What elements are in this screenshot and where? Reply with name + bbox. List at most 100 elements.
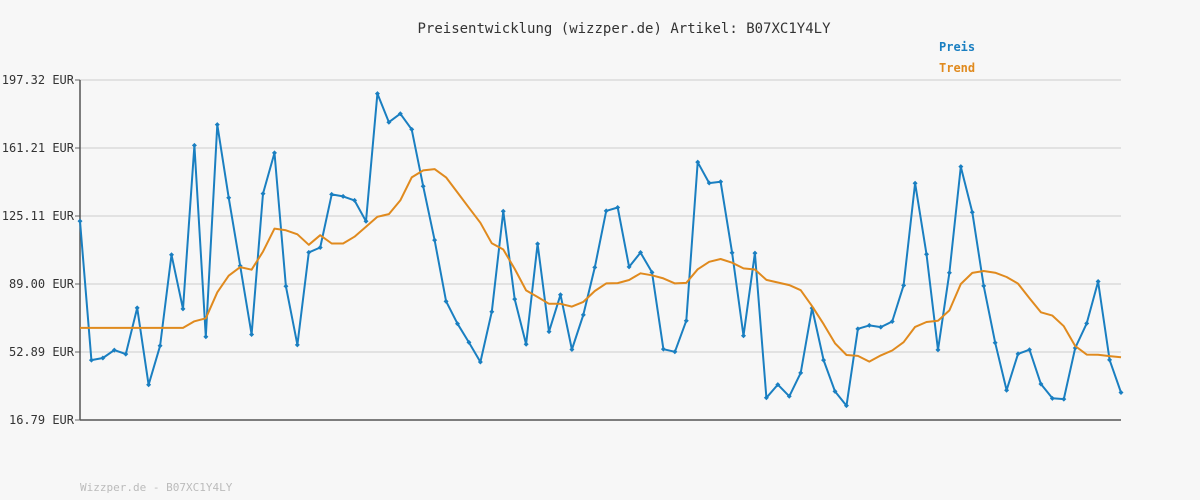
data-point — [832, 388, 838, 394]
y-tick-label: 197.32 EUR — [2, 73, 75, 87]
y-tick-label: 89.00 EUR — [9, 277, 75, 291]
series-line-preis — [79, 92, 1122, 407]
y-axis-ticks: 16.79 EUR 52.89 EUR 89.00 EUR 125.11 EUR 161… — [2, 73, 80, 427]
data-point — [535, 241, 541, 247]
data-point — [214, 122, 220, 128]
data-point — [249, 331, 255, 337]
data-point — [111, 347, 117, 353]
data-point — [1107, 357, 1113, 363]
data-point — [1084, 320, 1090, 326]
data-point — [821, 357, 827, 363]
data-point — [626, 264, 632, 270]
data-point — [615, 205, 621, 211]
data-point — [569, 347, 575, 353]
data-point — [878, 324, 884, 330]
data-point — [352, 197, 358, 203]
data-point — [924, 251, 930, 257]
data-point — [843, 403, 849, 409]
data-point — [557, 292, 563, 298]
data-point — [660, 346, 666, 352]
data-point — [134, 305, 140, 311]
data-point — [695, 159, 701, 165]
data-point — [432, 237, 438, 243]
data-point — [649, 269, 655, 275]
data-point — [752, 250, 758, 256]
chart-title: Preisentwicklung (wizzper.de) Artikel: B… — [417, 21, 831, 37]
data-point — [969, 209, 975, 215]
data-point — [203, 334, 209, 340]
footer-text: Wizzper.de - B07XC1Y4LY — [80, 481, 233, 494]
data-point — [992, 340, 998, 346]
data-point — [798, 370, 804, 376]
data-point — [317, 244, 323, 250]
data-point — [146, 382, 152, 388]
data-point — [580, 312, 586, 318]
data-point — [455, 321, 461, 327]
data-point — [1061, 396, 1067, 402]
data-point — [500, 208, 506, 214]
data-point — [363, 218, 369, 224]
data-point — [1004, 387, 1010, 393]
data-point — [271, 150, 277, 156]
y-tick-label: 16.79 EUR — [9, 413, 75, 427]
data-point — [855, 326, 861, 332]
data-point — [180, 306, 186, 312]
data-point — [374, 91, 380, 97]
data-point — [946, 270, 952, 276]
data-point — [512, 296, 518, 302]
data-point — [1049, 395, 1055, 401]
data-point — [100, 355, 106, 361]
data-point — [672, 349, 678, 355]
data-point — [775, 382, 781, 388]
data-point — [603, 208, 609, 214]
data-point — [1026, 347, 1032, 353]
data-point — [901, 282, 907, 288]
data-point — [958, 164, 964, 170]
series — [77, 91, 1124, 409]
data-point — [523, 341, 529, 347]
data-point — [786, 393, 792, 399]
data-point — [409, 126, 415, 132]
data-point — [740, 333, 746, 339]
data-point — [123, 351, 129, 357]
data-point — [294, 342, 300, 348]
grid — [80, 79, 1121, 354]
data-point — [1095, 279, 1101, 285]
data-point — [638, 250, 644, 256]
data-point — [340, 193, 346, 199]
data-point — [912, 180, 918, 186]
data-point — [706, 180, 712, 186]
legend-preis: Preis — [939, 40, 975, 54]
data-point — [397, 111, 403, 117]
data-point — [191, 142, 197, 148]
series-line-trend — [80, 168, 1122, 363]
data-point — [683, 318, 689, 324]
data-point — [1038, 381, 1044, 387]
data-point — [226, 195, 232, 201]
y-tick-label: 125.11 EUR — [2, 209, 75, 223]
y-tick-label: 161.21 EUR — [2, 141, 75, 155]
data-point — [306, 249, 312, 255]
data-point — [443, 298, 449, 304]
data-point — [77, 218, 83, 224]
data-point — [592, 264, 598, 270]
data-point — [329, 191, 335, 197]
data-point — [763, 395, 769, 401]
data-point — [420, 183, 426, 189]
data-point — [283, 283, 289, 289]
data-point — [718, 179, 724, 185]
data-point — [866, 322, 872, 328]
data-point — [477, 359, 483, 365]
data-point — [935, 347, 941, 353]
data-point — [466, 339, 472, 345]
data-point — [889, 318, 895, 324]
data-point — [88, 357, 94, 363]
y-tick-label: 52.89 EUR — [9, 345, 75, 359]
data-point — [1118, 389, 1124, 395]
data-point — [981, 283, 987, 289]
data-point — [489, 309, 495, 315]
data-point — [386, 119, 392, 125]
data-point — [1015, 351, 1021, 357]
data-point — [729, 250, 735, 256]
